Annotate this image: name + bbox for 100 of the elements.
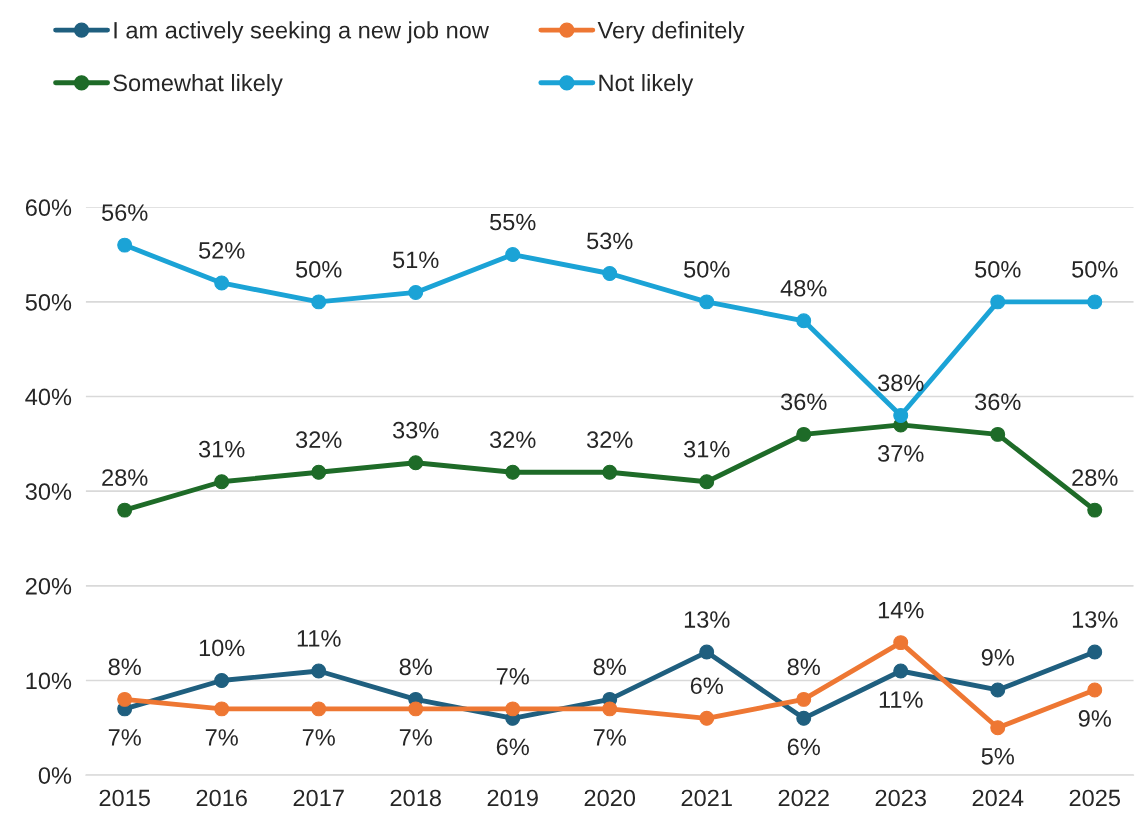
x-tick-label: 2021 xyxy=(681,789,732,807)
point xyxy=(408,455,424,471)
point xyxy=(214,673,230,688)
x-tick-label: 2019 xyxy=(487,789,538,807)
point xyxy=(311,464,327,480)
data-label: 31% xyxy=(198,440,245,458)
point xyxy=(699,474,715,490)
legend-label: Not likely xyxy=(599,73,694,96)
x-tick-label: 2018 xyxy=(390,789,441,807)
data-label: 7% xyxy=(205,729,238,746)
point xyxy=(796,691,812,707)
y-tick-label: 30% xyxy=(25,483,72,500)
point xyxy=(505,464,521,480)
data-label: 31% xyxy=(683,440,730,458)
data-label: 36% xyxy=(975,393,1021,411)
x-tick-label: 2020 xyxy=(584,789,636,807)
point xyxy=(699,294,715,310)
point xyxy=(990,682,1006,698)
data-label: 37% xyxy=(878,445,924,462)
point xyxy=(699,710,715,726)
y-tick-label: 40% xyxy=(25,388,72,406)
point xyxy=(505,247,521,263)
data-label: 28% xyxy=(102,469,148,486)
data-label: 11% xyxy=(879,691,923,708)
data-label: 6% xyxy=(690,677,723,695)
data-label: 8% xyxy=(399,658,432,676)
point xyxy=(311,294,327,310)
data-label: 53% xyxy=(587,232,633,250)
data-label: 48% xyxy=(780,279,827,297)
x-tick-label: 2017 xyxy=(293,789,344,807)
point xyxy=(311,663,327,679)
point xyxy=(990,294,1006,310)
data-label: 7% xyxy=(108,729,141,746)
data-label: 6% xyxy=(496,738,529,756)
point xyxy=(214,701,230,717)
point xyxy=(796,313,812,329)
data-label: 36% xyxy=(781,393,827,411)
data-label: 9% xyxy=(981,649,1014,666)
point xyxy=(1087,294,1103,310)
point xyxy=(893,635,909,651)
point xyxy=(408,701,424,717)
y-tick-label: 20% xyxy=(25,577,72,595)
point xyxy=(990,426,1006,442)
y-tick-label: 50% xyxy=(25,293,72,311)
x-tick-label: 2024 xyxy=(972,789,1024,807)
y-tick-label: 0% xyxy=(38,767,72,784)
point xyxy=(311,701,327,717)
x-tick-label: 2015 xyxy=(99,789,150,807)
y-tick-label: 10% xyxy=(26,672,72,690)
legend-label: Somewhat likely xyxy=(113,73,283,96)
data-label: 9% xyxy=(1078,710,1111,727)
x-tick-label: 2016 xyxy=(196,789,247,807)
data-label: 7% xyxy=(496,668,529,685)
point xyxy=(602,701,618,717)
data-label: 51% xyxy=(393,251,439,269)
data-label: 8% xyxy=(593,658,626,676)
point xyxy=(602,266,618,281)
data-label: 7% xyxy=(593,729,626,746)
data-label: 8% xyxy=(787,658,820,676)
point xyxy=(1087,682,1103,698)
point xyxy=(893,408,909,423)
point xyxy=(796,426,812,442)
point xyxy=(602,464,618,480)
point xyxy=(505,701,521,717)
data-label: 56% xyxy=(101,204,148,221)
y-tick-label: 60% xyxy=(25,199,72,217)
data-label: 10% xyxy=(199,639,245,657)
data-label: 11% xyxy=(297,630,341,647)
x-tick-label: 2022 xyxy=(778,789,829,807)
data-label: 6% xyxy=(787,738,820,756)
x-tick-label: 2023 xyxy=(875,789,926,807)
point xyxy=(117,237,133,253)
data-label: 38% xyxy=(878,374,924,392)
data-label: 13% xyxy=(684,611,730,628)
point xyxy=(214,474,230,490)
data-label: 50% xyxy=(1072,260,1118,278)
data-label: 13% xyxy=(1072,611,1118,628)
point xyxy=(990,720,1006,736)
data-label: 8% xyxy=(108,658,141,676)
data-label: 32% xyxy=(489,431,536,449)
data-label: 7% xyxy=(399,729,432,746)
data-label: 52% xyxy=(199,242,245,259)
point xyxy=(117,502,133,518)
point xyxy=(1087,502,1103,518)
point xyxy=(796,710,812,726)
point xyxy=(117,691,133,707)
data-label: 50% xyxy=(975,260,1021,278)
point xyxy=(408,284,424,300)
data-label: 5% xyxy=(981,748,1014,765)
point xyxy=(699,644,715,660)
point xyxy=(1087,644,1103,660)
point xyxy=(893,663,909,679)
data-label: 50% xyxy=(296,260,342,278)
data-label: 7% xyxy=(302,729,335,746)
x-tick-label: 2025 xyxy=(1069,789,1121,807)
legend-label: Very definitely xyxy=(597,21,745,44)
point xyxy=(214,275,230,291)
data-label: 28% xyxy=(1072,469,1118,486)
data-label: 33% xyxy=(392,421,439,439)
data-label: 32% xyxy=(295,431,342,449)
